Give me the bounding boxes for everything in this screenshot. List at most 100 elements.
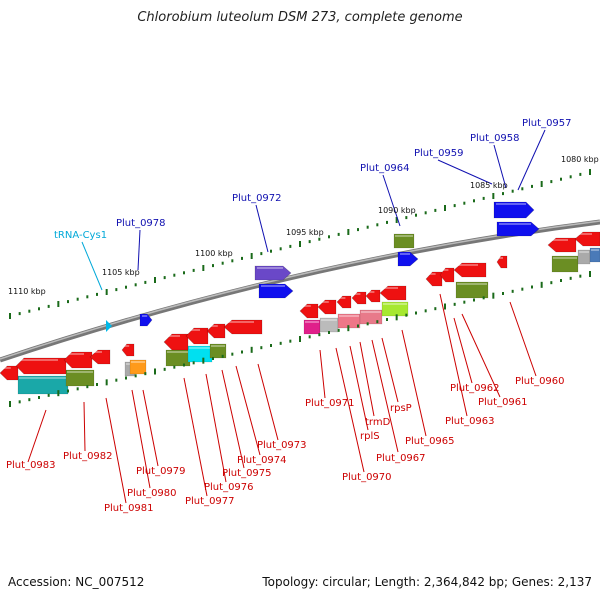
gene-reverse-17-shine <box>456 264 478 266</box>
cog-band-1 <box>65 369 95 387</box>
gene-plut-0964-cog-shine <box>395 235 413 237</box>
inner-tick <box>86 385 89 389</box>
outer-tick <box>57 301 60 307</box>
inner-tick <box>482 296 485 300</box>
cog-band-12-shine <box>457 283 487 285</box>
forward-leader <box>517 129 546 191</box>
reverse-leader <box>381 337 399 403</box>
outer-tick <box>105 289 108 295</box>
forward-leader <box>137 229 141 271</box>
inner-tick <box>318 333 321 337</box>
outer-tick <box>521 187 524 191</box>
inner-tick <box>9 401 11 407</box>
outer-tick <box>202 265 205 271</box>
gene-plut-0964-cog <box>393 233 415 249</box>
inner-tick <box>540 281 543 288</box>
reverse-gene-label: Plut_0963 <box>445 416 495 427</box>
inner-tick <box>376 320 379 324</box>
outer-tick <box>212 264 214 268</box>
reverse-gene-label: trmD <box>365 417 391 428</box>
inner-tick <box>18 400 21 404</box>
outer-tick <box>589 169 591 175</box>
forward-gene-label: Plut_0978 <box>116 218 166 229</box>
gene-reverse-17 <box>453 262 487 278</box>
features <box>0 201 600 381</box>
gene-reverse-1-shine <box>18 359 58 361</box>
gene-reverse-9-shine <box>302 305 311 307</box>
reverse-gene-label: Plut_0970 <box>342 472 392 483</box>
inner-tick <box>134 374 137 378</box>
inner-tick <box>212 357 214 360</box>
inner-tick <box>569 276 572 280</box>
cog-band-15-shine <box>591 249 599 251</box>
gene-plut-0972-shine <box>261 285 285 287</box>
inner-tick <box>250 346 253 353</box>
inner-tick <box>289 339 292 343</box>
forward-gene-label: Plut_0964 <box>360 163 410 174</box>
inner-tick <box>328 331 330 334</box>
reverse-gene-label: Plut_0980 <box>127 488 177 499</box>
reverse-leader <box>235 365 261 456</box>
outer-tick <box>405 216 408 220</box>
inner-tick <box>183 363 185 367</box>
cog-band-0-shine <box>19 377 67 379</box>
inner-tick <box>453 302 456 306</box>
forward-gene-label: Plut_0959 <box>414 148 464 159</box>
cog-band-12 <box>455 281 489 299</box>
cog-band-3-shine <box>131 361 145 363</box>
outer-tick <box>144 280 147 284</box>
inner-tick <box>28 398 31 402</box>
cog-band-15 <box>589 247 600 263</box>
outer-tick <box>241 256 243 260</box>
inner-tick <box>405 313 408 317</box>
forward-gene-label: Plut_0957 <box>522 118 572 129</box>
reverse-leader <box>183 377 208 497</box>
outer-tick <box>125 285 127 289</box>
gene-reverse-13-shine <box>368 291 375 293</box>
forward-gene-label: tRNA-Cys1 <box>54 230 107 241</box>
kbp-tick-label: 1105 kbp <box>102 268 140 277</box>
gene-reverse-20-shine <box>577 233 592 235</box>
inner-tick <box>96 383 98 386</box>
gene-reverse-19 <box>547 237 577 253</box>
cog-band-14-shine <box>579 251 589 253</box>
reverse-gene-label: Plut_0983 <box>6 460 56 471</box>
reverse-leader <box>319 349 326 399</box>
inner-tick <box>357 324 359 328</box>
forward-leader <box>81 241 103 291</box>
inner-tick <box>424 309 427 313</box>
gene-reverse-8 <box>223 319 263 335</box>
outer-tick <box>337 232 340 236</box>
inner-tick <box>550 281 553 285</box>
inner-tick <box>434 307 437 311</box>
inner-tick <box>202 357 205 364</box>
reverse-leader <box>461 313 501 398</box>
outer-tick <box>260 252 263 256</box>
reverse-leader <box>205 373 227 483</box>
inner-tick <box>105 379 108 386</box>
reverse-gene-label: Plut_0975 <box>222 468 272 479</box>
outer-tick <box>115 288 118 292</box>
gene-reverse-12-shine <box>354 293 361 295</box>
outer-tick <box>395 217 398 223</box>
reverse-gene-label: Plut_0979 <box>136 466 186 477</box>
outer-tick <box>550 180 553 184</box>
scale-ticks <box>9 169 591 407</box>
inner-tick <box>521 287 524 291</box>
cog-band-5-shine <box>189 347 211 349</box>
forward-leader <box>255 204 269 253</box>
gene-reverse-20 <box>574 231 600 247</box>
outer-tick <box>347 229 350 235</box>
inner-tick <box>76 387 79 391</box>
outer-tick <box>453 204 456 208</box>
gene-plut-0972-a-shine <box>257 267 283 269</box>
outer-tick <box>531 184 533 188</box>
cog-band-6-shine <box>211 345 225 347</box>
reverse-leader <box>83 401 86 452</box>
reverse-leader <box>509 301 537 377</box>
kbp-tick-label: 1110 kbp <box>8 287 46 296</box>
outer-tick <box>434 208 437 212</box>
reverse-gene-label: Plut_0977 <box>185 496 235 507</box>
outer-tick <box>86 295 89 299</box>
gene-reverse-6-shine <box>188 329 200 331</box>
